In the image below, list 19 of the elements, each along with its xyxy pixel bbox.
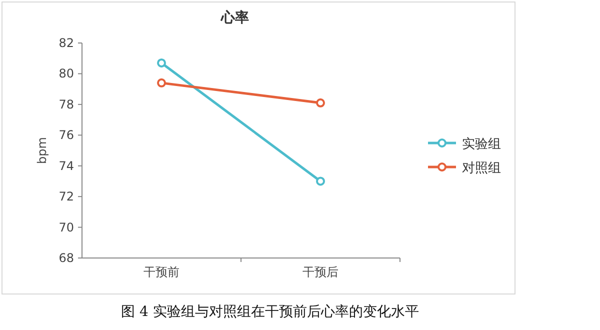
caption: 图 4 实验组与对照组在干预前后心率的变化水平 [121,304,419,320]
point [157,78,166,88]
point [316,176,325,186]
y-axis-title: bpm [35,137,49,164]
y-tick-label: 82 [58,36,74,50]
x-tick-label: 干预后 [302,265,338,279]
x-tick-label: 干预前 [144,265,180,279]
y-tick-label: 78 [58,97,74,112]
y-tick-label: 72 [58,190,74,204]
point [157,58,166,68]
y-tick-label: 80 [58,66,74,81]
legend-label: 实验组 [462,137,501,152]
legend-label: 对照组 [462,161,501,176]
point [316,98,325,108]
y-tick-label: 70 [58,220,74,234]
chart-title: 心率 [220,9,249,26]
y-tick-label: 76 [58,128,74,142]
y-tick-label: 74 [58,158,74,173]
y-tick-label: 68 [58,251,74,265]
